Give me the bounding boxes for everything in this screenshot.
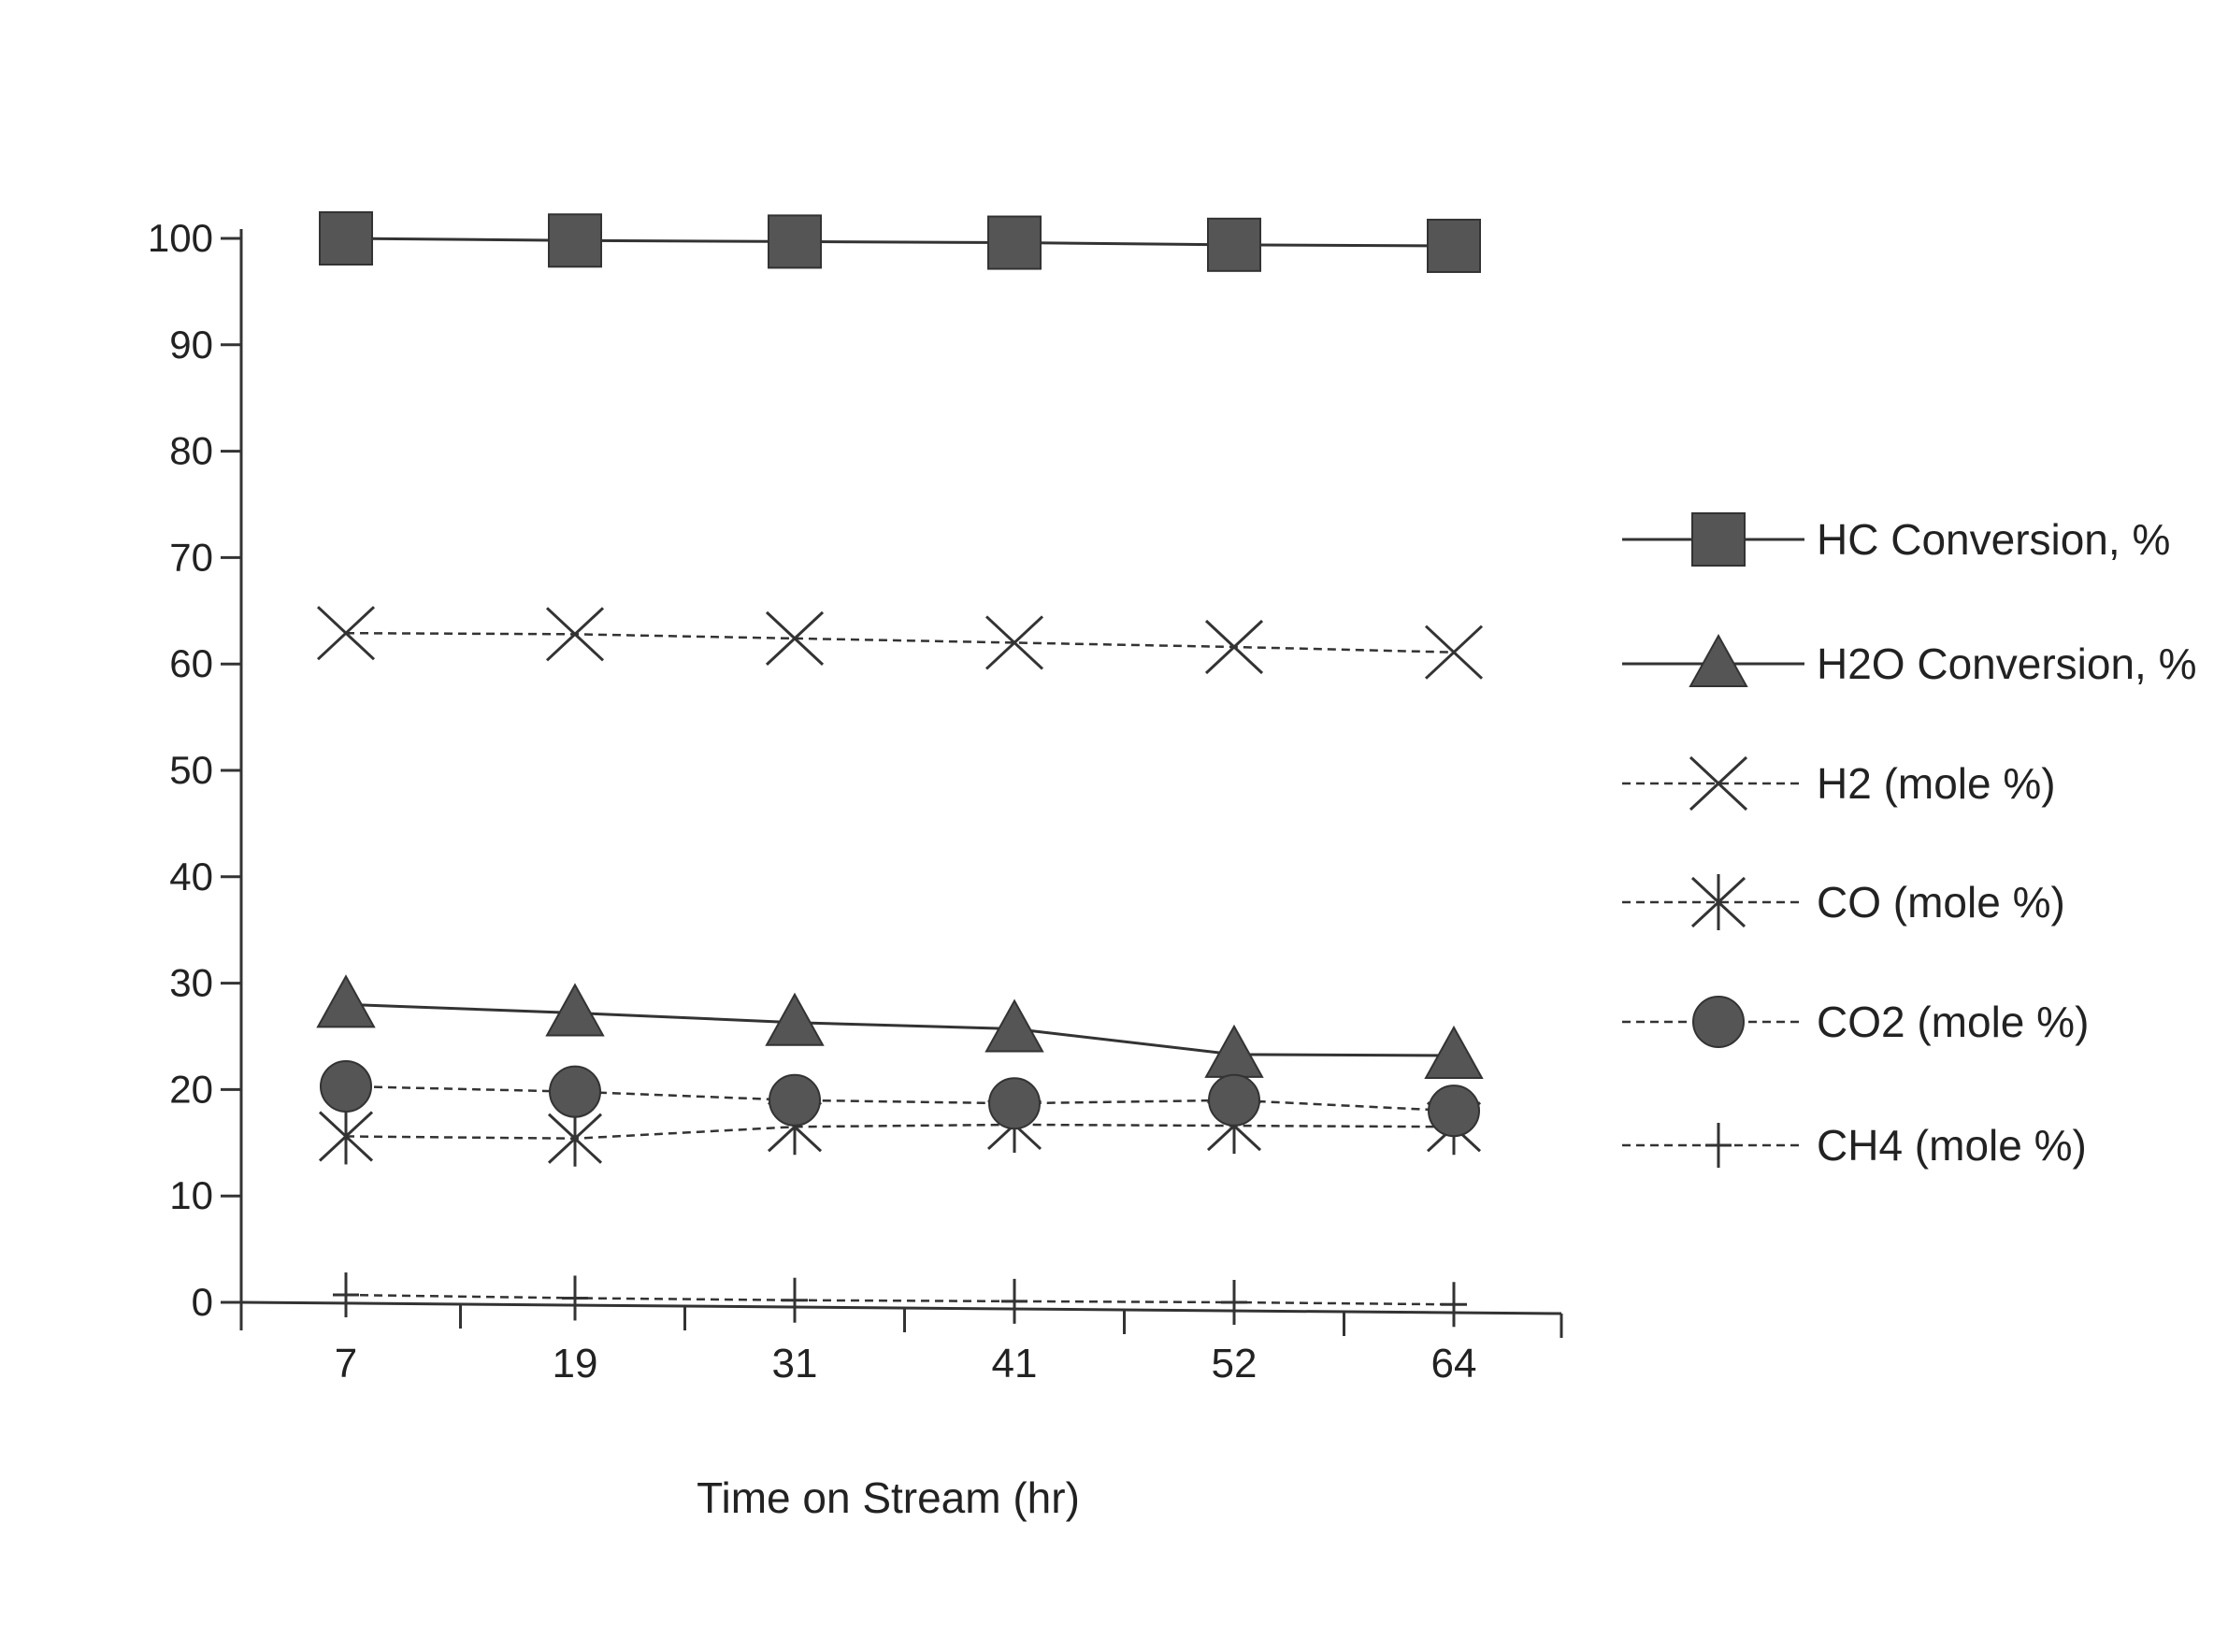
y-tick-label: 90 [169, 323, 213, 366]
x-tick-label: 64 [1431, 1341, 1477, 1386]
series-line-co2-mole [346, 1086, 1454, 1111]
legend-label: CO2 (mole %) [1817, 998, 2089, 1046]
legend-marker-hc-conversion [1692, 513, 1745, 566]
data-point-hc-conversion-31 [769, 215, 821, 267]
legend-marker-h2o-conversion [1690, 636, 1746, 686]
data-point-h2o-conversion-41 [986, 1001, 1042, 1052]
legend-item-h2-mole: H2 (mole %) [1622, 757, 2056, 810]
legend-label: CH4 (mole %) [1817, 1121, 2087, 1170]
x-tick-label: 7 [335, 1341, 357, 1386]
y-tick-label: 100 [148, 216, 213, 260]
y-tick-label: 20 [169, 1067, 213, 1111]
legend-item-hc-conversion: HC Conversion, % [1622, 513, 2170, 566]
y-tick-label: 70 [169, 535, 213, 579]
legend-marker-co2-mole [1693, 997, 1744, 1047]
data-point-ch4-mole-41 [1001, 1279, 1028, 1324]
data-point-co2-mole-7 [321, 1061, 371, 1112]
y-tick-label: 60 [169, 641, 213, 685]
x-axis-label: Time on Stream (hr) [697, 1473, 1080, 1522]
legend-label: H2 (mole %) [1817, 759, 2056, 808]
legend-marker-ch4-mole [1705, 1123, 1732, 1168]
data-point-h2o-conversion-31 [767, 995, 823, 1045]
y-tick-label: 50 [169, 748, 213, 792]
data-point-h2o-conversion-7 [318, 976, 374, 1027]
data-point-co2-mole-31 [769, 1075, 820, 1126]
data-point-hc-conversion-19 [549, 214, 601, 266]
data-point-h2o-conversion-64 [1426, 1027, 1482, 1078]
series-line-h2-mole [346, 633, 1454, 652]
data-point-ch4-mole-7 [333, 1272, 359, 1317]
legend-item-co-mole: CO (mole %) [1622, 874, 2065, 930]
y-tick-label: 40 [169, 855, 213, 898]
y-tick-label: 80 [169, 429, 213, 473]
data-point-h2o-conversion-19 [547, 984, 603, 1035]
data-point-ch4-mole-31 [782, 1278, 808, 1323]
data-point-hc-conversion-7 [320, 212, 372, 265]
data-point-ch4-mole-19 [562, 1275, 588, 1320]
y-tick-label: 30 [169, 961, 213, 1005]
data-point-co2-mole-52 [1209, 1075, 1259, 1126]
legend-label: HC Conversion, % [1817, 515, 2170, 564]
series-markers [318, 212, 1482, 1327]
y-tick-label: 10 [169, 1173, 213, 1217]
series-line-hc-conversion [346, 238, 1454, 246]
legend: HC Conversion, % H2O Conversion, % H2 (mol… [1622, 513, 2197, 1170]
x-tick-label: 19 [553, 1341, 598, 1386]
y-tick-label: 0 [192, 1280, 213, 1324]
data-point-co2-mole-41 [989, 1078, 1040, 1128]
series-line-ch4-mole [346, 1295, 1454, 1304]
data-point-hc-conversion-64 [1428, 220, 1480, 272]
legend-label: CO (mole %) [1817, 878, 2065, 927]
data-point-ch4-mole-64 [1441, 1282, 1467, 1327]
axes: 0 10 20 30 40 50 60 70 80 90 100 7 19 31 41 52 64 [148, 216, 1561, 1386]
x-tick-label: 31 [772, 1341, 818, 1386]
series-line-h2o-conversion [346, 1004, 1454, 1056]
data-point-hc-conversion-52 [1208, 219, 1260, 271]
data-point-h2-mole-19 [547, 608, 603, 660]
data-point-h2-mole-52 [1206, 621, 1262, 673]
data-point-h2-mole-64 [1426, 626, 1482, 679]
data-point-hc-conversion-41 [988, 217, 1041, 269]
legend-item-ch4-mole: CH4 (mole %) [1622, 1121, 2087, 1170]
data-point-co2-mole-64 [1429, 1085, 1479, 1136]
data-point-ch4-mole-52 [1221, 1280, 1247, 1325]
data-point-co2-mole-19 [550, 1067, 600, 1117]
legend-label: H2O Conversion, % [1817, 639, 2197, 688]
series-lines [346, 238, 1454, 1304]
x-tick-label: 52 [1212, 1341, 1258, 1386]
x-tick-label: 41 [992, 1341, 1038, 1386]
legend-item-h2o-conversion: H2O Conversion, % [1622, 636, 2197, 688]
legend-item-co2-mole: CO2 (mole %) [1622, 997, 2089, 1047]
series-line-co-mole [346, 1125, 1454, 1139]
